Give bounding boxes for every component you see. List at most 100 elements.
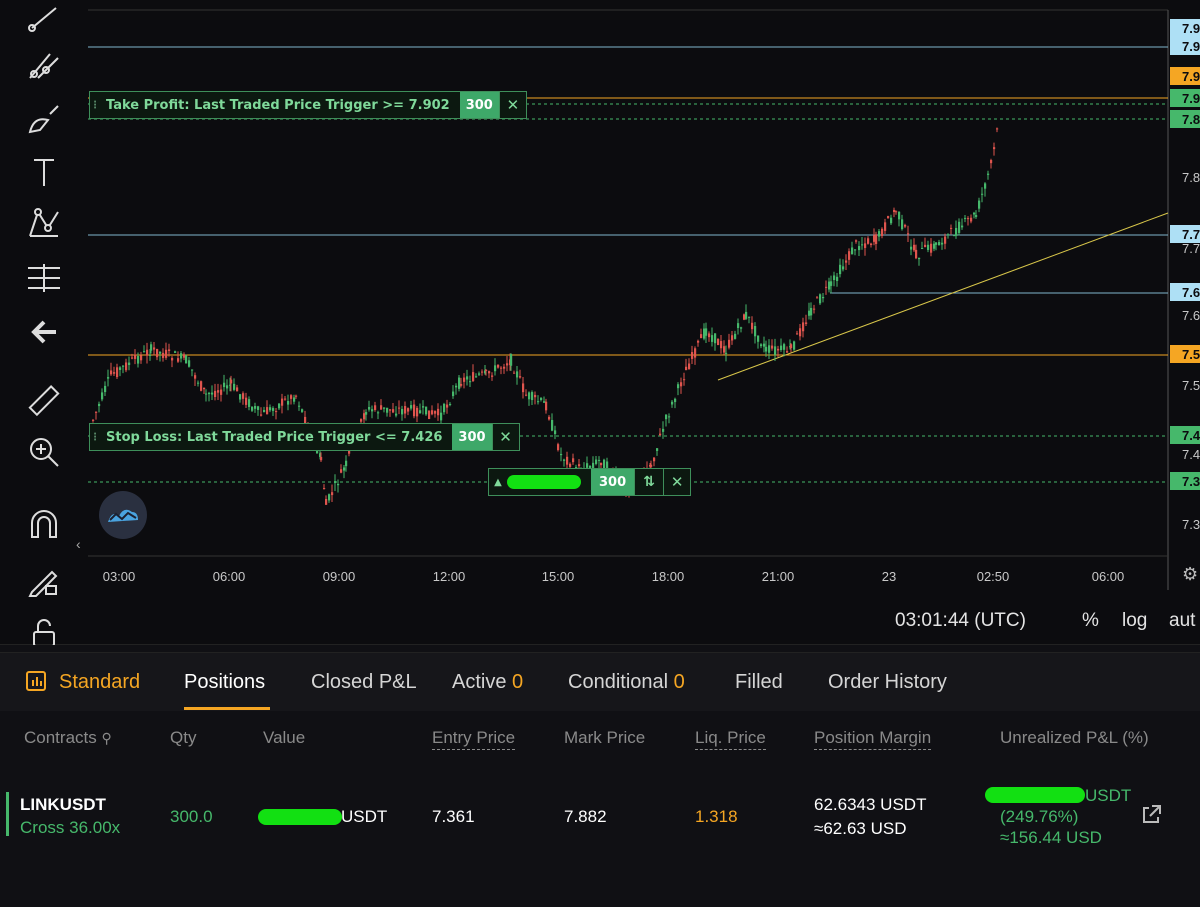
- header-value: Value: [263, 728, 306, 747]
- candle-body: [910, 246, 913, 250]
- take-profit-qty[interactable]: 300: [459, 92, 499, 118]
- candle-body: [233, 383, 236, 390]
- utc-clock[interactable]: 03:01:44 (UTC): [895, 610, 1026, 631]
- candle-body: [557, 444, 560, 451]
- candle-body: [337, 484, 340, 486]
- candle-body: [211, 392, 214, 395]
- candle-body: [143, 351, 146, 353]
- drag-handle-icon[interactable]: ⋮: [90, 99, 100, 111]
- text-icon[interactable]: [24, 152, 64, 192]
- price-axis-badge[interactable]: 7.9: [1170, 89, 1200, 107]
- price-axis-badge[interactable]: 7.4: [1170, 426, 1200, 444]
- trend-line-icon[interactable]: [24, 0, 64, 38]
- header-liq-price[interactable]: Liq. Price: [695, 728, 766, 750]
- price-axis-badge[interactable]: 7.5: [1170, 345, 1200, 363]
- row-leverage[interactable]: Cross 36.00x: [20, 818, 121, 837]
- candle-body: [700, 334, 703, 339]
- price-axis-badge[interactable]: 7.9: [1170, 37, 1200, 55]
- price-axis-badge[interactable]: 7.7: [1170, 225, 1200, 243]
- price-axis-badge[interactable]: 7.8: [1170, 110, 1200, 128]
- candle-body: [780, 345, 783, 351]
- stop-loss-qty[interactable]: 300: [452, 424, 492, 450]
- positions-tab-bar: Standard Positions Closed P&L Active 0 C…: [0, 652, 1200, 711]
- candle-body: [431, 410, 434, 415]
- pin-icon[interactable]: ⚲: [101, 730, 112, 746]
- settings-gear-icon[interactable]: ⚙: [1182, 564, 1199, 584]
- fib-retracement-icon[interactable]: [24, 46, 64, 86]
- candle-body: [449, 403, 452, 405]
- candle-body: [950, 227, 953, 229]
- price-axis-badge[interactable]: 7.9: [1170, 67, 1200, 85]
- percent-scale-toggle[interactable]: %: [1082, 610, 1099, 631]
- candle-body: [455, 385, 458, 388]
- tab-positions[interactable]: Positions: [184, 671, 266, 693]
- take-profit-text: Take Profit: Last Traded Price Trigger >…: [106, 97, 450, 113]
- candle-body: [153, 347, 156, 350]
- candle-body: [822, 296, 825, 299]
- candle-body: [488, 371, 491, 374]
- position-qty[interactable]: 300: [591, 469, 635, 495]
- chart-area[interactable]: ‹ ⋮ Take Profit: Last Traded Price Trigg…: [0, 0, 1200, 645]
- close-icon[interactable]: ✕: [491, 424, 519, 450]
- brush-icon[interactable]: [24, 100, 64, 140]
- back-arrow-icon[interactable]: [24, 312, 64, 352]
- candle-body: [777, 348, 780, 351]
- candle-body: [757, 335, 760, 342]
- time-tick: 15:00: [541, 569, 575, 584]
- drag-handle-icon[interactable]: ⋮: [90, 431, 100, 443]
- unlock-icon[interactable]: [24, 612, 64, 645]
- ruler-icon[interactable]: [24, 382, 64, 422]
- header-position-margin[interactable]: Position Margin: [814, 728, 932, 750]
- candle-body: [606, 461, 609, 471]
- candle-body: [516, 371, 519, 378]
- price-axis-badge[interactable]: 7.3: [1170, 472, 1200, 490]
- row-margin-usdt[interactable]: 62.6343 USDT: [814, 795, 927, 814]
- collapse-toolbar-chevron-icon[interactable]: ‹: [76, 536, 81, 552]
- stop-loss-order-label[interactable]: ⋮ Stop Loss: Last Traded Price Trigger <…: [89, 423, 520, 451]
- tab-conditional[interactable]: Conditional 0: [568, 671, 685, 694]
- close-icon[interactable]: ✕: [498, 92, 526, 118]
- tab-active-orders[interactable]: Active 0: [452, 671, 523, 694]
- header-entry-price[interactable]: Entry Price: [432, 728, 516, 750]
- candle-body: [705, 328, 708, 336]
- candle-body: [348, 450, 351, 454]
- row-symbol[interactable]: LINKUSDT: [20, 795, 106, 814]
- candle-body: [851, 247, 854, 255]
- pattern-icon[interactable]: [24, 204, 64, 244]
- time-tick: 03:00: [102, 569, 136, 584]
- candle-body: [472, 372, 475, 382]
- price-axis-badge[interactable]: 7.9: [1170, 19, 1200, 37]
- candle-body: [836, 276, 839, 282]
- candle-body: [598, 459, 601, 461]
- tab-order-history[interactable]: Order History: [828, 671, 947, 693]
- candle-body: [360, 419, 363, 422]
- candle-body: [443, 403, 446, 413]
- tab-filled[interactable]: Filled: [735, 671, 783, 693]
- lock-drawing-icon[interactable]: [24, 560, 64, 600]
- candle-body: [146, 349, 149, 356]
- auto-scale-toggle[interactable]: aut: [1169, 610, 1196, 631]
- tab-closed-pnl[interactable]: Closed P&L: [311, 671, 417, 693]
- candle-body: [592, 462, 595, 470]
- candle-body: [723, 346, 726, 353]
- standard-view-icon[interactable]: [26, 671, 46, 691]
- close-icon[interactable]: ✕: [663, 469, 690, 495]
- candle-body: [864, 243, 867, 248]
- price-axis-badge[interactable]: 7.6: [1170, 283, 1200, 301]
- candle-body: [944, 236, 947, 244]
- log-scale-toggle[interactable]: log: [1122, 610, 1148, 631]
- magnet-icon[interactable]: [24, 505, 64, 545]
- candle-body: [205, 393, 208, 395]
- take-profit-order-label[interactable]: ⋮ Take Profit: Last Traded Price Trigger…: [89, 91, 527, 119]
- candle-body: [220, 389, 223, 395]
- time-tick: 06:00: [1091, 569, 1125, 584]
- zoom-in-icon[interactable]: [24, 432, 64, 472]
- candle-body: [543, 401, 546, 403]
- candle-body: [813, 308, 816, 310]
- measure-lines-icon[interactable]: [24, 258, 64, 298]
- row-liq-price: 1.318: [695, 807, 738, 826]
- share-external-link-icon[interactable]: [1140, 804, 1162, 831]
- position-label[interactable]: ▲ 300 ⇅ ✕: [488, 468, 692, 496]
- tab-standard[interactable]: Standard: [59, 671, 141, 693]
- reverse-position-icon[interactable]: ⇅: [634, 469, 663, 495]
